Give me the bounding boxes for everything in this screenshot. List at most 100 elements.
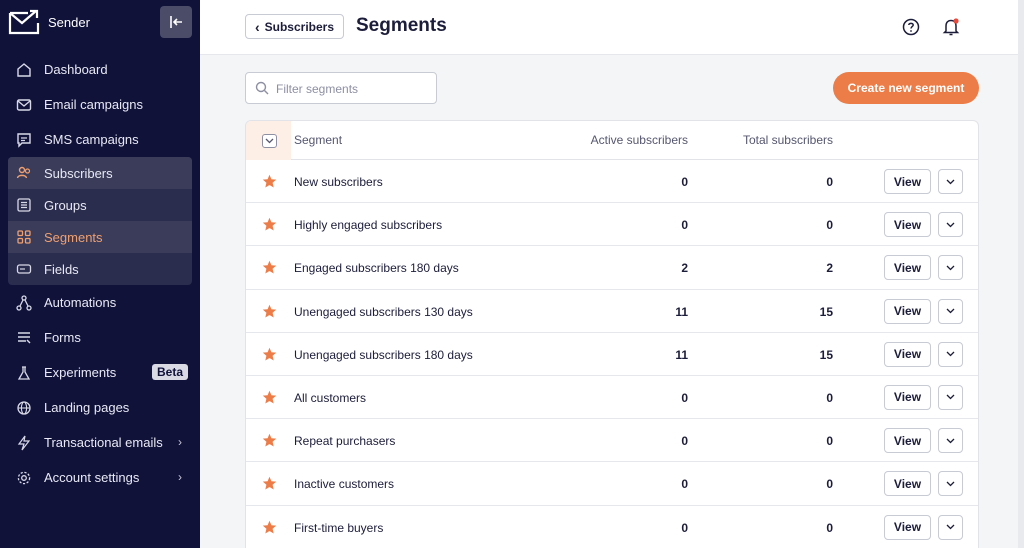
segment-actions-dropdown[interactable] [938, 428, 963, 454]
active-subscribers-count: 11 [675, 347, 688, 362]
sidebar-item-landing-pages[interactable]: Landing pages [0, 390, 200, 425]
column-header-segment[interactable]: Segment [294, 133, 343, 147]
star-icon[interactable] [262, 520, 277, 535]
sidebar-item-experiments[interactable]: Experiments Beta [0, 355, 200, 390]
sidebar-item-forms[interactable]: Forms [0, 320, 200, 355]
table-row[interactable]: Highly engaged subscribers 0 0 View [246, 203, 978, 247]
star-icon[interactable] [262, 217, 277, 232]
segment-name[interactable]: New subscribers [294, 175, 383, 189]
sidebar-item-label: Forms [44, 330, 81, 345]
view-segment-button[interactable]: View [884, 428, 931, 454]
page-header: ‹ Subscribers Segments [200, 0, 1024, 55]
chevron-down-icon [946, 481, 955, 487]
sidebar-item-segments[interactable]: Segments [8, 221, 192, 253]
sidebar-item-email-campaigns[interactable]: Email campaigns [0, 87, 200, 122]
segment-name[interactable]: Unengaged subscribers 130 days [294, 304, 473, 319]
sidebar: Sender Dashboard Email campaigns SMS cam… [0, 0, 200, 548]
view-segment-button[interactable]: View [884, 384, 931, 410]
select-all-dropdown[interactable] [262, 134, 277, 148]
sidebar-item-transactional-emails[interactable]: Transactional emails › [0, 425, 200, 460]
chat-icon [16, 132, 32, 148]
sidebar-item-dashboard[interactable]: Dashboard [0, 52, 200, 87]
table-row[interactable]: Unengaged subscribers 130 days 11 15 Vie… [246, 290, 978, 333]
list-icon [16, 197, 32, 213]
column-header-total-subscribers[interactable]: Total subscribers [742, 133, 833, 147]
sidebar-item-label: Segments [44, 229, 103, 245]
sidebar-item-label: Transactional emails [44, 435, 163, 450]
star-icon[interactable] [262, 347, 277, 362]
chevron-down-icon [265, 138, 274, 144]
view-segment-button[interactable]: View [884, 298, 931, 324]
segment-name[interactable]: Engaged subscribers 180 days [294, 261, 459, 276]
total-subscribers-count: 0 [826, 477, 833, 492]
segment-actions-dropdown[interactable] [938, 384, 963, 410]
star-icon[interactable] [262, 304, 277, 319]
view-segment-button[interactable]: View [884, 212, 931, 238]
mail-icon [16, 97, 32, 113]
chevron-down-icon [946, 265, 955, 271]
gear-icon [16, 470, 32, 486]
sidebar-item-sms-campaigns[interactable]: SMS campaigns [0, 122, 200, 157]
table-row[interactable]: New subscribers 0 0 View [246, 160, 978, 204]
total-subscribers-count: 2 [826, 261, 833, 276]
segment-name[interactable]: Repeat purchasers [294, 434, 396, 449]
active-subscribers-count: 0 [681, 434, 688, 449]
star-icon[interactable] [262, 476, 277, 491]
total-subscribers-count: 0 [826, 175, 833, 189]
table-row[interactable]: Engaged subscribers 180 days 2 2 View [246, 246, 978, 290]
table-row[interactable]: Repeat purchasers 0 0 View [246, 419, 978, 463]
total-subscribers-count: 0 [826, 520, 833, 535]
star-icon[interactable] [262, 174, 277, 189]
back-to-subscribers-button[interactable]: ‹ Subscribers [245, 14, 344, 39]
star-icon[interactable] [262, 433, 277, 448]
segment-name[interactable]: Unengaged subscribers 180 days [294, 347, 473, 362]
sidebar-item-account-settings[interactable]: Account settings › [0, 460, 200, 495]
segment-name[interactable]: Highly engaged subscribers [294, 218, 443, 233]
segment-actions-dropdown[interactable] [938, 471, 963, 497]
flow-icon [16, 294, 32, 311]
filter-segments-input[interactable] [276, 79, 431, 99]
active-subscribers-count: 0 [681, 477, 688, 492]
view-segment-button[interactable]: View [884, 471, 931, 497]
view-segment-button[interactable]: View [884, 255, 931, 281]
segment-actions-dropdown[interactable] [938, 514, 963, 540]
sidebar-item-automations[interactable]: Automations [0, 285, 200, 320]
segment-name[interactable]: All customers [294, 390, 367, 405]
chevron-down-icon [946, 351, 955, 357]
segment-actions-dropdown[interactable] [938, 255, 963, 281]
brand[interactable]: Sender [8, 9, 90, 35]
form-icon [16, 330, 32, 346]
segment-actions-dropdown[interactable] [938, 298, 963, 324]
sidebar-item-label: Subscribers [44, 165, 113, 181]
segment-actions-dropdown[interactable] [938, 341, 963, 367]
sender-logo-icon [8, 9, 40, 35]
sidebar-item-groups[interactable]: Groups [8, 189, 192, 221]
bell-icon[interactable] [942, 17, 960, 37]
collapse-sidebar-button[interactable] [160, 6, 192, 38]
sidebar-item-fields[interactable]: Fields [8, 253, 192, 285]
star-icon[interactable] [262, 390, 277, 405]
table-body: New subscribers 0 0 View Highly engaged … [246, 160, 978, 548]
table-row[interactable]: Unengaged subscribers 180 days 11 15 Vie… [246, 333, 978, 376]
table-row[interactable]: First-time buyers 0 0 View [246, 506, 978, 548]
sidebar-item-label: Experiments [44, 365, 117, 380]
view-segment-button[interactable]: View [884, 169, 931, 194]
flask-icon [16, 365, 32, 381]
chevron-down-icon [946, 394, 955, 400]
star-icon[interactable] [262, 260, 277, 275]
page-scrollbar[interactable] [1018, 0, 1024, 548]
table-row[interactable]: All customers 0 0 View [246, 376, 978, 420]
chevron-down-icon [946, 438, 955, 444]
segment-actions-dropdown[interactable] [938, 212, 963, 238]
active-subscribers-count: 0 [681, 520, 688, 535]
segment-name[interactable]: Inactive customers [294, 477, 395, 492]
segment-name[interactable]: First-time buyers [294, 520, 384, 535]
view-segment-button[interactable]: View [884, 341, 931, 367]
sidebar-item-subscribers[interactable]: Subscribers [8, 157, 192, 189]
create-new-segment-button[interactable]: Create new segment [833, 72, 979, 104]
table-row[interactable]: Inactive customers 0 0 View [246, 462, 978, 506]
segment-actions-dropdown[interactable] [938, 169, 963, 194]
help-icon[interactable] [902, 18, 920, 36]
view-segment-button[interactable]: View [884, 514, 931, 540]
column-header-active-subscribers[interactable]: Active subscribers [590, 133, 688, 147]
